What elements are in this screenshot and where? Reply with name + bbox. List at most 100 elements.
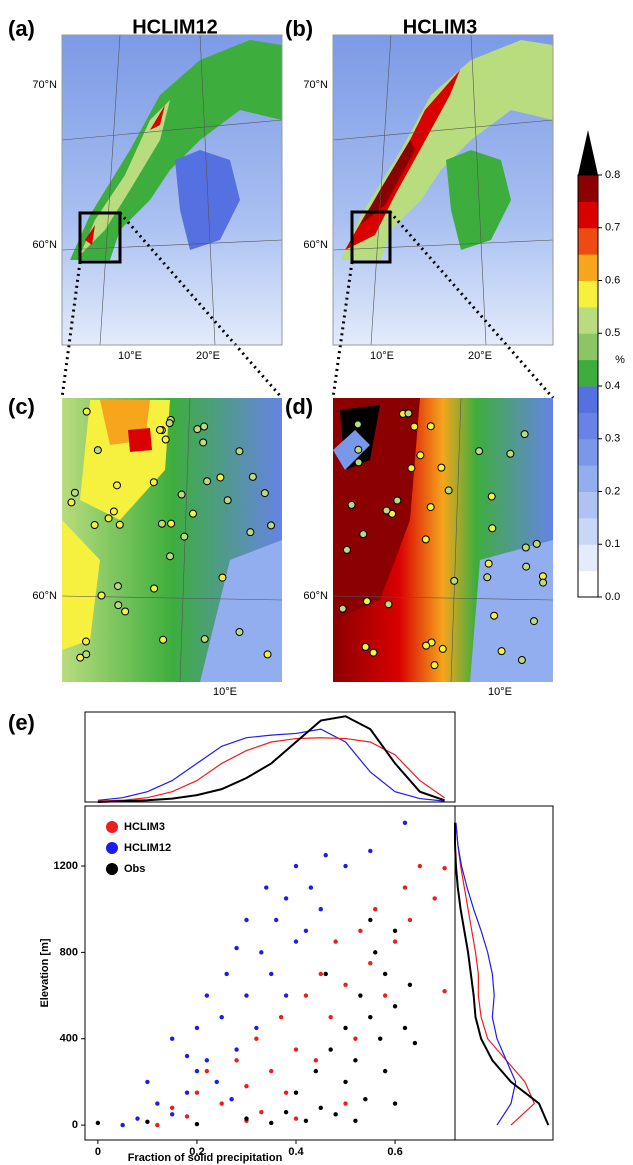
station (487, 492, 496, 501)
point (407, 917, 413, 923)
lon-label: 20°E (468, 350, 492, 362)
map-a (61, 34, 283, 346)
station (112, 481, 121, 490)
point (318, 971, 323, 977)
point (234, 1058, 239, 1063)
frame (61, 34, 283, 346)
point (293, 939, 299, 944)
point (229, 1096, 234, 1102)
density-curve (97, 737, 445, 802)
point (363, 1096, 368, 1102)
station (159, 635, 168, 644)
station (121, 607, 130, 616)
point (293, 1047, 299, 1052)
station (161, 435, 170, 444)
plot-frame (454, 805, 554, 1141)
lon-label: 10°E (488, 686, 512, 698)
point (392, 1004, 398, 1009)
station (522, 562, 531, 571)
point (145, 1119, 150, 1125)
point (333, 939, 338, 944)
station (520, 430, 529, 439)
colorbar-segment (578, 254, 598, 281)
station (90, 521, 99, 530)
station (426, 503, 435, 512)
point (283, 896, 289, 901)
point (244, 993, 249, 998)
station (67, 498, 76, 507)
plots: (e) 0 0.2 0.4 0.6 0 400 800 1200 Fraction of soli… (8, 710, 554, 1164)
point (417, 863, 423, 869)
point (402, 885, 408, 890)
lon-label: 10°E (370, 350, 394, 362)
point (135, 1116, 140, 1121)
colorbar-segment (578, 280, 598, 308)
station (216, 473, 225, 482)
point (283, 1109, 289, 1115)
colorbar-segment (578, 491, 598, 519)
point (273, 917, 279, 923)
point (278, 1014, 284, 1020)
point (353, 1118, 358, 1123)
map-b (332, 34, 554, 346)
point (412, 1040, 418, 1046)
colorbar-tick-label: 0.1 (605, 538, 620, 550)
station (167, 519, 176, 528)
station (157, 519, 166, 528)
station (437, 463, 446, 472)
legend-label: Obs (124, 863, 145, 875)
station (166, 552, 175, 561)
station (354, 445, 363, 454)
y-tick-label: 0 (72, 1119, 78, 1131)
colorbar-segment (578, 544, 598, 572)
station (248, 472, 257, 481)
station (155, 425, 164, 434)
station (532, 539, 541, 548)
legend-label: HCLIM12 (124, 842, 171, 854)
station (393, 496, 402, 505)
station (488, 524, 497, 533)
station (199, 438, 208, 447)
station (246, 528, 255, 537)
station (113, 582, 122, 591)
point (155, 1122, 160, 1128)
point (378, 1036, 383, 1041)
station (407, 464, 416, 473)
x-tick-label: 0 (95, 1146, 101, 1158)
station (82, 650, 91, 659)
point (402, 1025, 408, 1031)
station (180, 532, 189, 541)
point (169, 1036, 175, 1041)
point (269, 971, 274, 977)
lat-label: 60°N (32, 239, 57, 251)
point (244, 1116, 249, 1121)
y-tick-label: 1200 (54, 860, 78, 872)
point (373, 907, 378, 912)
colorbar-tick-label: 0.4 (605, 380, 620, 392)
point (343, 1079, 348, 1085)
point (95, 1120, 101, 1126)
x-axis-label: Fraction of solid precipitation (128, 1152, 283, 1164)
colorbar-segment (578, 227, 598, 255)
point (303, 928, 309, 933)
station (361, 642, 370, 651)
point (343, 1101, 348, 1106)
point (442, 865, 447, 871)
y-axis-label: Elevation [m] (39, 938, 51, 1007)
station (338, 604, 347, 613)
point (313, 1058, 319, 1063)
point (343, 982, 348, 987)
station (114, 601, 123, 610)
station (539, 578, 548, 587)
point (293, 1116, 299, 1121)
station (218, 573, 227, 582)
station (430, 661, 439, 670)
station (362, 597, 371, 606)
point (283, 1090, 289, 1095)
station (416, 451, 425, 460)
station (76, 653, 85, 662)
station (506, 449, 515, 458)
station (235, 627, 244, 636)
point (194, 1121, 200, 1127)
